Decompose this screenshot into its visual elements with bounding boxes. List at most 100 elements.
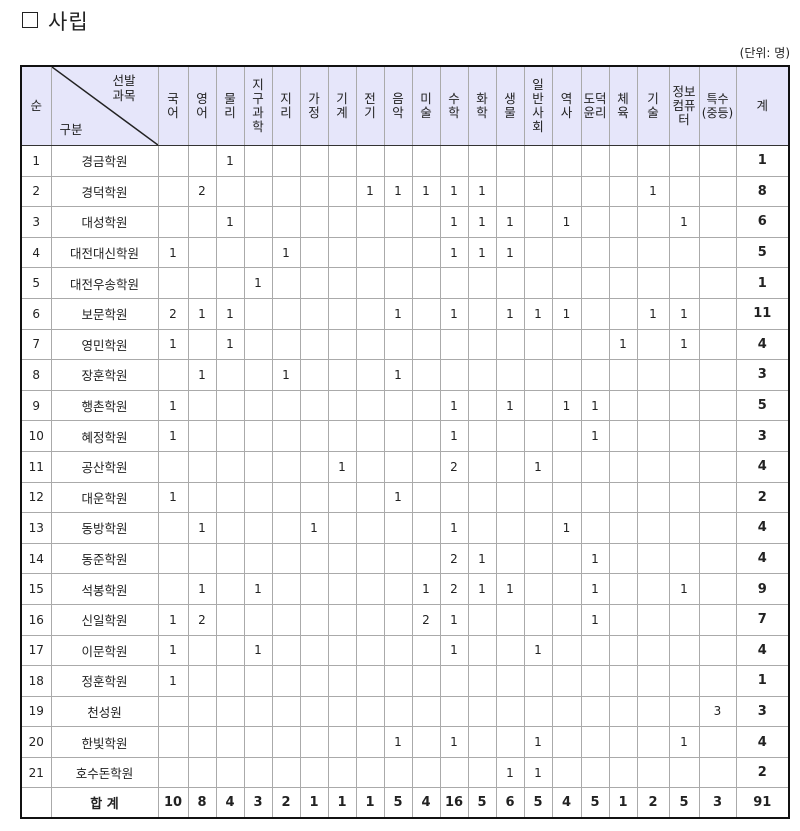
subject-count (467, 603, 497, 636)
subject-count (580, 756, 610, 789)
subject-count (157, 573, 189, 605)
header-subject: 정보컴퓨터 (668, 65, 700, 146)
subject-count: 1 (551, 206, 582, 238)
subject-count (327, 297, 357, 330)
subject-count (411, 512, 441, 544)
subject-count: 1 (411, 175, 441, 208)
subject-sum: 5 (580, 787, 610, 819)
subject-count (698, 328, 737, 361)
subject-sum: 4 (215, 787, 245, 819)
subject-count (698, 726, 737, 758)
subject-count (383, 267, 413, 299)
subject-count (467, 328, 497, 361)
subject-count (243, 756, 273, 789)
subject-sum: 4 (551, 787, 582, 819)
row-total: 3 (735, 420, 790, 452)
subject-sum: 5 (523, 787, 553, 819)
subject-count (271, 328, 301, 361)
subject-count (551, 726, 582, 758)
row-total: 4 (735, 726, 790, 758)
subject-count (243, 512, 273, 544)
subject-count (668, 236, 700, 269)
row-number: 7 (20, 328, 52, 361)
subject-count: 1 (243, 267, 273, 299)
subject-count (215, 542, 245, 575)
subject-count (187, 695, 217, 728)
header-subject: 지구과학 (243, 65, 273, 146)
row-total: 4 (735, 450, 790, 483)
subject-count: 1 (523, 634, 553, 667)
table-row: 9 행촌학원 1 1 1 1 1 5 (20, 389, 790, 422)
subject-count: 1 (495, 297, 525, 330)
subject-count (523, 389, 553, 422)
header-subject: 수학 (439, 65, 469, 146)
subject-count (215, 634, 245, 667)
subject-count (243, 389, 273, 422)
subject-count: 1 (495, 756, 525, 789)
subject-count (668, 420, 700, 452)
header-row: 순 선발 과목 구분 국어 영어 물리 지구과학 지리 가정 기계 전기 음악 미술 수학 화학 생물 일반… (20, 65, 790, 146)
subject-count (636, 603, 670, 636)
subject-count (299, 297, 329, 330)
subject-count: 1 (215, 297, 245, 330)
subject-count (157, 175, 189, 208)
header-subject: 지리 (271, 65, 301, 146)
subject-sum: 5 (467, 787, 497, 819)
subject-count (243, 359, 273, 391)
subject-count (636, 236, 670, 269)
subject-count (580, 175, 610, 208)
header-subject: 체육 (608, 65, 638, 146)
subject-count (411, 420, 441, 452)
row-number: 1 (20, 145, 52, 177)
subject-count (271, 420, 301, 452)
subject-count: 1 (157, 481, 189, 514)
subject-count (355, 206, 385, 238)
subject-count: 1 (215, 328, 245, 361)
subject-count (636, 420, 670, 452)
subject-count (439, 359, 469, 391)
school-name: 경금학원 (50, 145, 159, 177)
subject-count (495, 145, 525, 177)
subject-count: 1 (299, 512, 329, 544)
subject-count (187, 420, 217, 452)
subject-count (299, 389, 329, 422)
subject-count (608, 145, 638, 177)
header-subject-label: 영어 (196, 91, 208, 120)
subject-count (608, 481, 638, 514)
subject-count: 1 (580, 603, 610, 636)
subject-count: 1 (636, 297, 670, 330)
subject-count (636, 267, 670, 299)
subject-count (271, 389, 301, 422)
subject-count: 2 (439, 450, 469, 483)
subject-count (467, 389, 497, 422)
subject-count (551, 573, 582, 605)
header-subject: 도덕윤리 (580, 65, 610, 146)
subject-count (383, 573, 413, 605)
school-name: 보문학원 (50, 297, 159, 330)
header-subject-label: 정보컴퓨터 (672, 84, 696, 127)
subject-count (271, 634, 301, 667)
subject-count (411, 145, 441, 177)
subject-count (551, 267, 582, 299)
header-subject: 음악 (383, 65, 413, 146)
subject-count (636, 328, 670, 361)
subject-count (215, 573, 245, 605)
subject-count (523, 573, 553, 605)
subject-count (495, 512, 525, 544)
subject-count: 1 (383, 359, 413, 391)
subject-count (580, 359, 610, 391)
subject-count (668, 389, 700, 422)
subject-count (523, 481, 553, 514)
subject-count (608, 695, 638, 728)
subject-count (215, 359, 245, 391)
header-subject-label: 기계 (336, 91, 348, 120)
subject-count (698, 573, 737, 605)
corner-top-line1: 선발 (112, 73, 136, 88)
subject-count (467, 481, 497, 514)
subject-count (698, 267, 737, 299)
subject-sum: 6 (495, 787, 525, 819)
subject-count: 1 (467, 175, 497, 208)
table-row: 4 대전대신학원 1 1 1 1 1 5 (20, 236, 790, 269)
subject-count (215, 267, 245, 299)
subject-count (327, 512, 357, 544)
